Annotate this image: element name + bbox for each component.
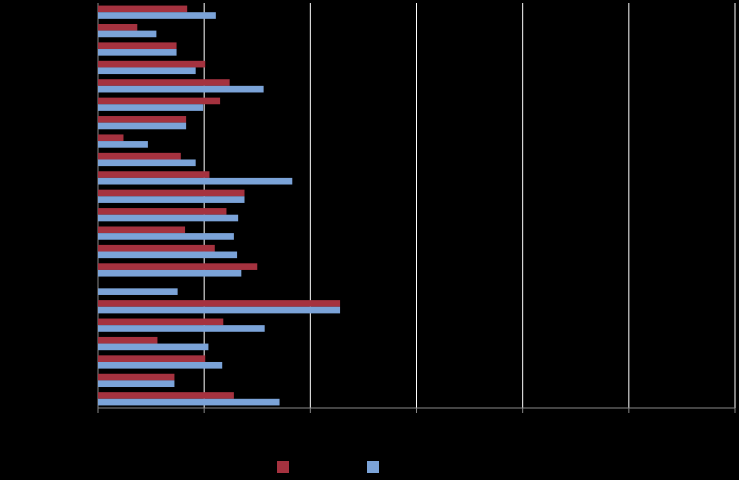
bar <box>98 60 206 68</box>
bar <box>98 152 181 160</box>
bar <box>98 134 124 142</box>
bar <box>98 49 177 56</box>
bar <box>98 251 238 259</box>
bar <box>98 226 186 234</box>
bar <box>98 189 245 197</box>
legend-swatch <box>277 461 289 473</box>
bar <box>98 336 158 344</box>
bar <box>98 85 264 93</box>
bar <box>98 104 204 111</box>
bar <box>98 177 293 185</box>
bar <box>98 355 206 362</box>
legend-swatch <box>367 461 379 473</box>
bar <box>98 141 148 148</box>
bar <box>98 244 215 252</box>
bar <box>98 23 138 31</box>
bar <box>98 392 234 399</box>
bar <box>98 288 178 295</box>
bar <box>98 300 341 307</box>
bar <box>98 233 234 240</box>
bar <box>98 269 242 277</box>
bar <box>98 343 209 351</box>
bar <box>98 116 187 123</box>
bar <box>98 398 280 406</box>
bar <box>98 208 227 215</box>
bar <box>98 171 210 178</box>
bar <box>98 5 188 13</box>
bar <box>98 361 223 369</box>
bar <box>98 67 196 75</box>
bar <box>98 79 230 86</box>
bar <box>98 122 187 130</box>
bar <box>98 159 196 167</box>
bar <box>98 12 216 19</box>
bar <box>98 97 221 105</box>
bar <box>98 325 265 332</box>
bar <box>98 318 224 326</box>
bar <box>98 196 245 203</box>
bar <box>98 214 239 222</box>
bar <box>98 30 157 38</box>
bar <box>98 373 175 381</box>
bar <box>98 306 341 314</box>
bar <box>98 263 258 270</box>
bar <box>98 380 175 388</box>
bar <box>98 42 177 50</box>
